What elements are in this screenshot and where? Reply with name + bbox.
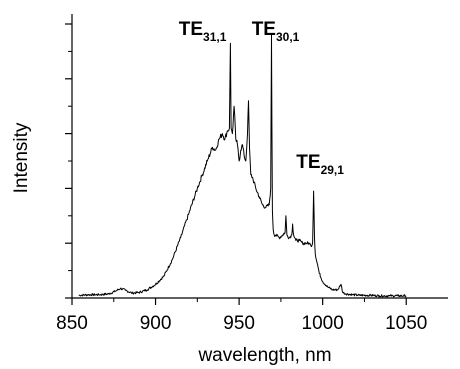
x-tick-label: 1050 (385, 313, 427, 334)
peak-annotations: TE31,1 TE30,1 TE29,1 (179, 19, 345, 177)
x-tick-label: 950 (223, 313, 255, 334)
plot-area (78, 34, 407, 298)
peak-label: TE31,1 (179, 19, 227, 44)
x-tick-label: 850 (56, 313, 88, 334)
x-tick-label: 900 (140, 313, 172, 334)
peak-label-subscript: 30,1 (276, 30, 300, 44)
peak-label: TE29,1 (296, 152, 344, 177)
spectrum-line (78, 34, 407, 298)
peak-label-subscript: 31,1 (203, 30, 227, 44)
axes (65, 14, 448, 305)
x-tick-labels: 850 900 950 1000 1050 (56, 313, 427, 334)
x-axis-title: wavelength, nm (197, 345, 331, 366)
y-axis-title: Intensity (11, 122, 32, 193)
peak-label: TE30,1 (252, 19, 300, 44)
peak-label-subscript: 29,1 (321, 163, 345, 177)
x-tick-label: 1000 (302, 313, 344, 334)
